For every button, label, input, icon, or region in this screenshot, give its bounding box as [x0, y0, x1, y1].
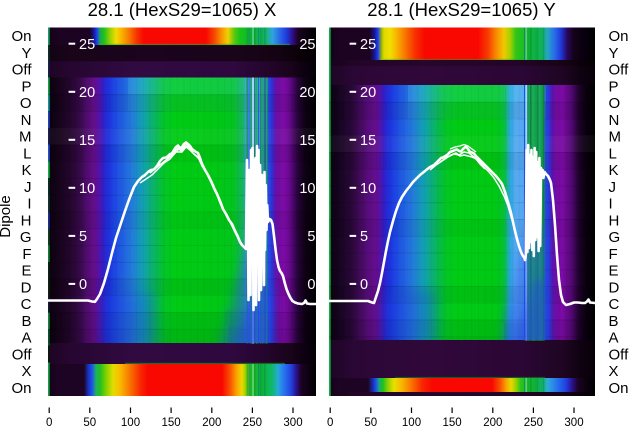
svg-text:Y: Y: [21, 45, 31, 62]
svg-text:20: 20: [299, 85, 315, 101]
svg-text:0: 0: [79, 277, 87, 293]
svg-text:B: B: [609, 313, 619, 330]
svg-text:N: N: [609, 112, 620, 129]
svg-text:X: X: [21, 363, 31, 380]
svg-text:5: 5: [307, 229, 315, 245]
svg-text:15: 15: [299, 133, 315, 149]
svg-text:On: On: [609, 380, 629, 397]
svg-text:0: 0: [327, 417, 333, 429]
svg-text:0: 0: [360, 277, 368, 293]
svg-text:D: D: [609, 279, 620, 296]
svg-text:5: 5: [79, 229, 87, 245]
svg-text:A: A: [21, 330, 31, 347]
svg-text:150: 150: [443, 417, 462, 429]
svg-text:N: N: [21, 112, 32, 129]
svg-text:25: 25: [79, 37, 95, 53]
svg-text:15: 15: [360, 133, 376, 149]
svg-text:Dipole: Dipole: [0, 195, 14, 238]
svg-text:G: G: [609, 229, 621, 246]
svg-text:D: D: [21, 279, 32, 296]
svg-text:P: P: [609, 78, 619, 95]
svg-text:F: F: [22, 246, 31, 263]
svg-text:15: 15: [79, 133, 95, 149]
svg-text:50: 50: [83, 417, 96, 429]
svg-text:B: B: [21, 313, 31, 330]
svg-text:100: 100: [402, 417, 421, 429]
svg-text:10: 10: [360, 181, 376, 197]
svg-text:Y: Y: [609, 45, 619, 62]
svg-text:On: On: [609, 28, 629, 45]
svg-text:250: 250: [243, 417, 262, 429]
svg-text:L: L: [609, 145, 617, 162]
svg-text:On: On: [11, 380, 31, 397]
svg-text:On: On: [11, 28, 31, 45]
svg-text:E: E: [609, 263, 619, 280]
svg-text:25: 25: [299, 37, 315, 53]
svg-text:I: I: [609, 196, 613, 213]
svg-text:K: K: [609, 162, 619, 179]
svg-text:10: 10: [299, 181, 315, 197]
svg-text:O: O: [609, 95, 621, 112]
svg-text:50: 50: [364, 417, 377, 429]
svg-text:20: 20: [360, 85, 376, 101]
svg-text:K: K: [21, 162, 31, 179]
svg-text:28.1 (HexS29=1065) X: 28.1 (HexS29=1065) X: [88, 0, 277, 20]
svg-text:P: P: [21, 78, 31, 95]
svg-text:Off: Off: [12, 62, 33, 79]
svg-text:25: 25: [360, 37, 376, 53]
svg-text:20: 20: [79, 85, 95, 101]
svg-text:300: 300: [283, 417, 302, 429]
svg-text:M: M: [609, 129, 622, 146]
svg-text:150: 150: [162, 417, 181, 429]
svg-text:0: 0: [46, 417, 52, 429]
svg-text:A: A: [609, 330, 619, 347]
svg-text:300: 300: [564, 417, 583, 429]
svg-text:250: 250: [524, 417, 543, 429]
svg-text:100: 100: [121, 417, 140, 429]
svg-text:28.1 (HexS29=1065) Y: 28.1 (HexS29=1065) Y: [367, 0, 555, 20]
svg-text:Off: Off: [609, 62, 630, 79]
svg-text:5: 5: [360, 229, 368, 245]
svg-text:L: L: [23, 145, 31, 162]
svg-text:F: F: [609, 246, 618, 263]
svg-text:M: M: [19, 129, 32, 146]
svg-text:H: H: [21, 212, 32, 229]
svg-text:C: C: [609, 296, 620, 313]
svg-text:E: E: [21, 263, 31, 280]
svg-text:O: O: [20, 95, 32, 112]
svg-text:Off: Off: [609, 346, 630, 363]
svg-text:G: G: [20, 229, 32, 246]
svg-text:Off: Off: [12, 346, 33, 363]
svg-text:200: 200: [202, 417, 221, 429]
svg-text:J: J: [24, 179, 32, 196]
svg-text:0: 0: [307, 277, 315, 293]
svg-text:200: 200: [483, 417, 502, 429]
svg-text:J: J: [609, 179, 617, 196]
svg-text:10: 10: [79, 181, 95, 197]
svg-text:X: X: [609, 363, 619, 380]
svg-text:C: C: [21, 296, 32, 313]
svg-text:I: I: [27, 196, 31, 213]
svg-text:H: H: [609, 212, 620, 229]
